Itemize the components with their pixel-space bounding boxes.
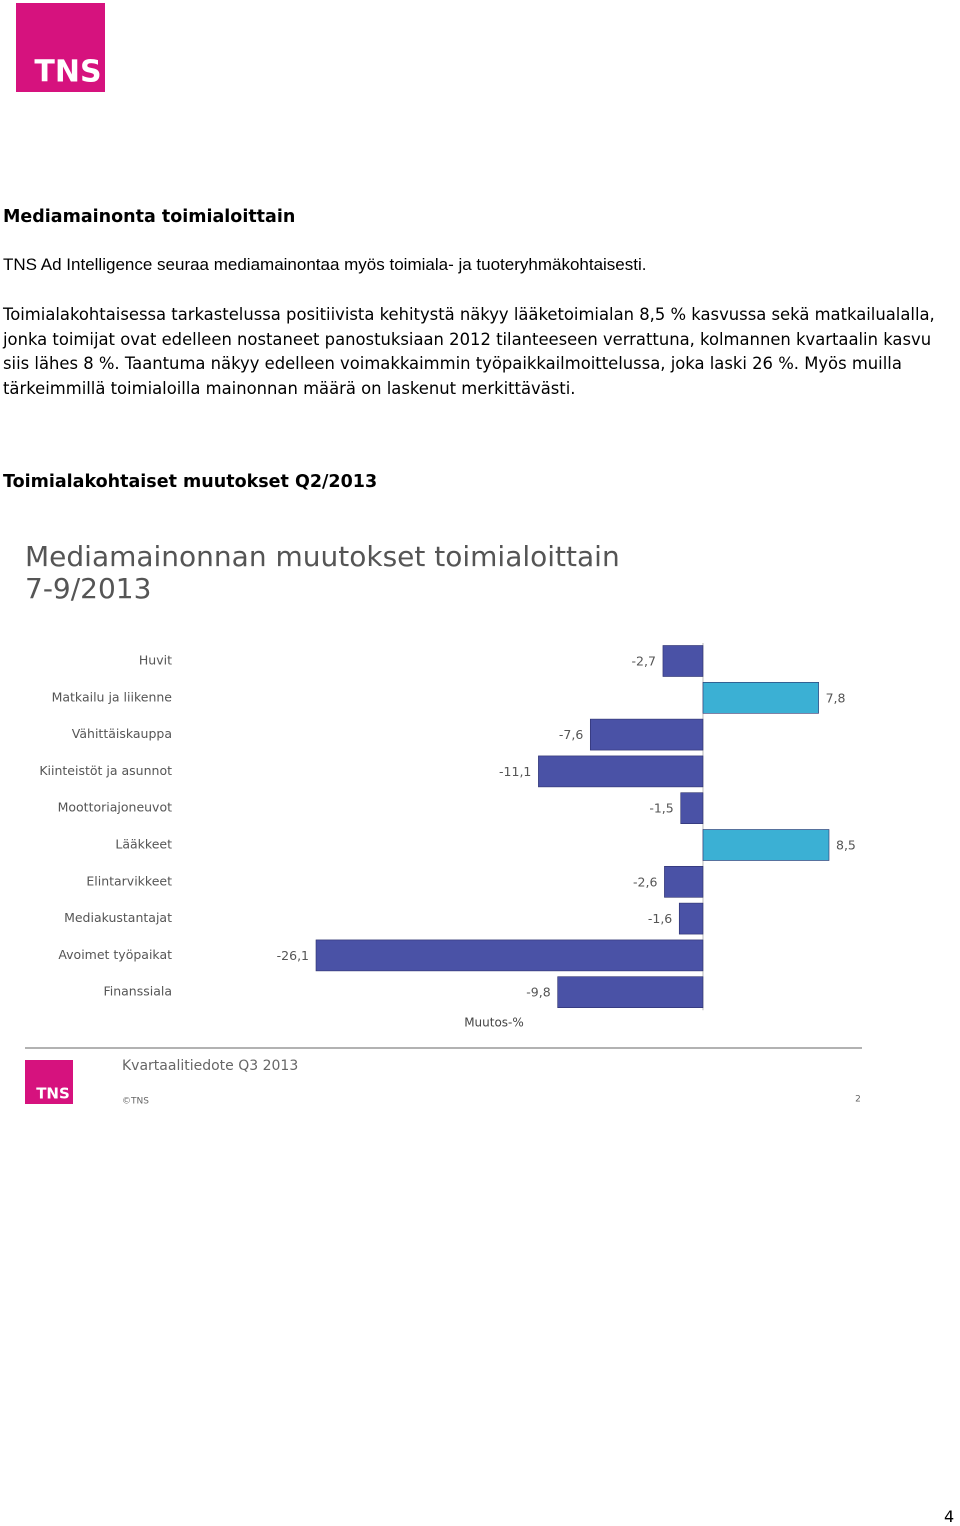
footer-copyright: ©TNS (122, 1097, 149, 1107)
logo-box (16, 3, 105, 92)
bar (664, 865, 704, 898)
x-axis-label: Muutos-% (464, 1016, 524, 1030)
chart-subtitle: 7-9/2013 (25, 572, 151, 605)
paragraph: Toimialakohtaisessa tarkastelussa positi… (3, 305, 935, 398)
bar (702, 829, 830, 861)
chart: Mediamainonnan muutokset toimialoittain … (25, 540, 862, 1107)
category-label: Avoimet työpaikat (58, 947, 172, 962)
value-label: 7,8 (826, 690, 846, 705)
footer-text: Kvartaalitiedote Q3 2013 (122, 1058, 298, 1074)
category-label: Lääkkeet (115, 837, 172, 852)
chart-title: Mediamainonnan muutokset toimialoittain (25, 540, 620, 573)
category-label: Finanssiala (103, 984, 172, 999)
value-label: -2,6 (633, 874, 657, 889)
category-label: Elintarvikkeet (86, 873, 172, 888)
value-label: -1,5 (649, 801, 673, 816)
value-label: -9,8 (526, 985, 550, 1000)
footer-logo-box (25, 1060, 73, 1104)
category-label: Moottoriajoneuvot (58, 800, 173, 815)
logo-text: TNS (34, 55, 101, 90)
category-label: Huvit (139, 653, 172, 668)
heading: Mediamainonta toimialoittain (3, 207, 296, 227)
category-label: Mediakustantajat (64, 910, 172, 925)
bar (702, 681, 819, 714)
bar (678, 902, 704, 935)
bar (557, 976, 704, 1009)
subheading: Toimialakohtaiset muutokset Q2/2013 (3, 472, 378, 492)
bar (315, 939, 704, 972)
bar (662, 645, 704, 677)
value-label: -2,7 (632, 654, 656, 669)
value-label: 8,5 (836, 838, 856, 853)
category-label: Vähittäiskauppa (72, 726, 172, 741)
category-label: Matkailu ja liikenne (52, 689, 173, 704)
paragraph: TNS Ad Intelligence seuraa mediamainonta… (3, 255, 647, 274)
value-label: -11,1 (499, 764, 531, 779)
value-label: -26,1 (277, 948, 309, 963)
category-label: Kiinteistöt ja asunnot (39, 763, 172, 778)
value-label: -7,6 (559, 727, 583, 742)
value-label: -1,6 (648, 911, 672, 926)
slide-number: 2 (855, 1095, 861, 1105)
bar (589, 718, 704, 751)
bar (538, 755, 704, 788)
bar (680, 792, 704, 825)
page-number: 4 (944, 1507, 955, 1526)
footer-logo-text: TNS (36, 1085, 70, 1103)
